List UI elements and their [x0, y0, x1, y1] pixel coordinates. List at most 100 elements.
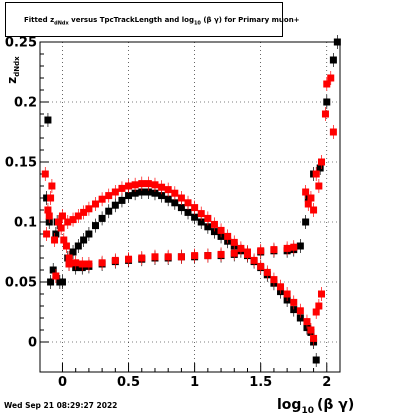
data-point	[191, 213, 199, 221]
data-point	[204, 214, 212, 222]
data-point	[58, 212, 66, 220]
data-point	[250, 256, 258, 264]
timestamp: Wed Sep 21 08:29:27 2022	[4, 401, 118, 410]
y-tick-label: 0.2	[14, 96, 37, 111]
plot-title: Fitted zdNdx versus TpcTrackLength and l…	[24, 16, 300, 27]
data-point	[60, 236, 68, 244]
data-point	[164, 253, 172, 261]
data-point	[43, 230, 51, 238]
data-point	[304, 200, 312, 208]
data-point	[177, 253, 185, 261]
data-point	[270, 276, 278, 284]
data-point	[44, 116, 52, 124]
data-point	[171, 189, 179, 197]
data-point	[125, 255, 133, 263]
data-point	[118, 184, 126, 192]
data-point	[290, 243, 298, 251]
data-point	[85, 230, 93, 238]
data-point	[217, 250, 225, 258]
data-point	[62, 242, 70, 250]
data-point	[263, 268, 271, 276]
data-point	[80, 236, 88, 244]
data-point	[118, 196, 126, 204]
data-point	[317, 290, 325, 298]
data-point	[158, 192, 166, 200]
data-point	[111, 188, 119, 196]
data-point	[323, 80, 331, 88]
plot-title-box: Fitted zdNdx versus TpcTrackLength and l…	[5, 2, 300, 37]
data-point	[41, 170, 49, 178]
data-point	[316, 164, 324, 172]
data-point	[74, 242, 82, 250]
data-point	[52, 272, 60, 280]
data-point	[303, 318, 311, 326]
data-point	[321, 110, 329, 118]
data-point	[125, 192, 133, 200]
x-axis-label: log10 (β γ)	[277, 397, 354, 414]
data-point	[257, 247, 265, 255]
data-point	[310, 206, 318, 214]
data-point	[78, 260, 86, 268]
data-point	[131, 189, 139, 197]
data-point	[138, 188, 146, 196]
data-point	[151, 189, 159, 197]
data-point	[92, 200, 100, 208]
data-point	[98, 214, 106, 222]
data-point	[333, 38, 341, 46]
data-point	[307, 194, 315, 202]
data-point	[151, 253, 159, 261]
data-point	[80, 208, 88, 216]
data-point	[69, 248, 77, 256]
data-point	[296, 307, 304, 315]
data-point	[44, 206, 52, 214]
data-point	[327, 74, 335, 82]
data-point	[323, 98, 331, 106]
data-point	[43, 194, 51, 202]
data-point	[302, 188, 310, 196]
data-point	[290, 298, 298, 306]
data-point	[105, 192, 113, 200]
data-point	[317, 158, 325, 166]
data-point	[111, 256, 119, 264]
data-point	[171, 199, 179, 207]
y-tick-label: 0.1	[14, 216, 37, 231]
data-point	[237, 244, 245, 252]
data-point	[92, 222, 100, 230]
x-tick-label: 0.5	[117, 375, 140, 390]
data-point	[177, 204, 185, 212]
data-point	[47, 278, 55, 286]
data-point	[312, 308, 320, 316]
data-point	[52, 230, 60, 238]
plot-frame	[39, 41, 341, 373]
data-point	[310, 334, 318, 342]
data-point	[224, 232, 232, 240]
data-point	[257, 262, 265, 270]
y-tick-label: 0.15	[5, 156, 37, 171]
data-point	[230, 238, 238, 246]
data-point	[302, 218, 310, 226]
data-point	[230, 249, 238, 257]
x-tick-label: 1	[190, 375, 199, 390]
data-point	[58, 278, 66, 286]
data-point	[164, 186, 172, 194]
data-point	[98, 259, 106, 267]
data-point	[144, 188, 152, 196]
x-tick-label: 0	[58, 375, 67, 390]
data-point	[210, 220, 218, 228]
data-point	[98, 195, 106, 203]
data-point	[283, 290, 291, 298]
data-point	[111, 201, 119, 209]
data-point	[55, 218, 63, 226]
data-point	[270, 246, 278, 254]
data-point	[105, 207, 113, 215]
data-point	[151, 181, 159, 189]
data-point	[210, 228, 218, 236]
data-point	[64, 218, 72, 226]
data-point	[49, 266, 57, 274]
data-point	[307, 326, 315, 334]
data-point	[329, 128, 337, 136]
data-point	[125, 182, 133, 190]
data-point	[312, 170, 320, 178]
data-point	[277, 283, 285, 291]
